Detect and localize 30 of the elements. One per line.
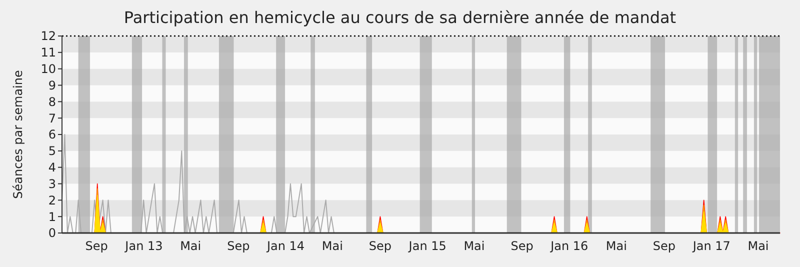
y-tick-label: 5 (48, 144, 56, 158)
x-tick-label: Jan 14 (266, 239, 305, 253)
x-tick-label: Jan 16 (550, 239, 588, 253)
x-tick-label: Mai (606, 239, 627, 253)
x-tick-label: Mai (322, 239, 343, 253)
y-tick-label: 11 (40, 46, 56, 60)
y-tick-label: 2 (48, 193, 56, 208)
y-tick-label: 6 (48, 128, 56, 142)
x-tick-label: Jan 13 (124, 239, 163, 253)
x-tick-label: Jan 15 (408, 239, 446, 253)
y-tick-label: 10 (40, 62, 56, 76)
y-tick-label: 12 (40, 29, 56, 44)
x-tick-label: Sep (85, 239, 108, 253)
y-axis-title: Séances par semaine (11, 70, 25, 199)
x-tick-label: Jan 17 (692, 239, 730, 253)
y-tick-label: 7 (48, 111, 56, 126)
y-tick-label: 0 (48, 226, 56, 240)
x-tick-label: Mai (748, 239, 769, 253)
y-tick-label: 1 (48, 210, 56, 224)
y-tick-label: 4 (48, 160, 56, 175)
x-tick-label: Sep (652, 239, 676, 253)
x-tick-label: Sep (227, 239, 250, 253)
y-tick-label: 8 (48, 94, 56, 109)
x-tick-label: Mai (180, 239, 202, 253)
x-tick-label: Sep (510, 239, 534, 253)
y-tick-label: 3 (48, 176, 56, 191)
x-tick-label: Mai (464, 239, 485, 253)
chart-title: Participation en hemicycle au cours de sa dernière année de mandat (124, 8, 676, 27)
x-tick-label: Sep (368, 239, 392, 253)
y-tick-label: 9 (48, 78, 56, 92)
